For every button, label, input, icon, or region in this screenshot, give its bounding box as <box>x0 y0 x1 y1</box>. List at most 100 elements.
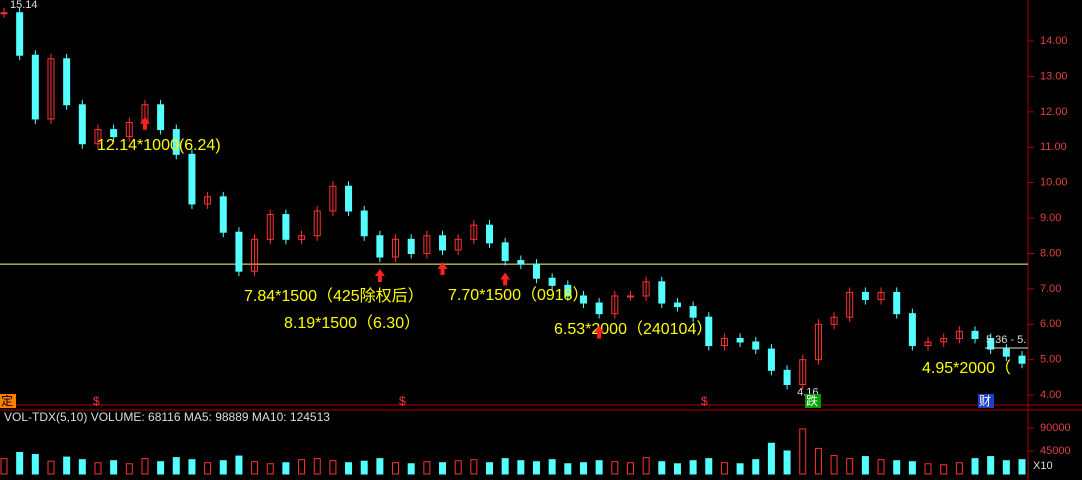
volume-bar <box>564 463 572 475</box>
volume-bar <box>31 454 39 475</box>
volume-bar <box>940 464 948 475</box>
volume-bar <box>329 460 337 475</box>
volume-bar <box>626 462 634 475</box>
candle <box>1002 348 1010 357</box>
marker: 定 <box>1 393 13 408</box>
volume-bar <box>63 456 71 475</box>
candle <box>360 210 368 237</box>
candle <box>689 306 697 318</box>
volume-bar <box>924 463 932 475</box>
candle <box>908 313 916 347</box>
volume-bar <box>439 462 447 475</box>
candle <box>767 348 775 371</box>
candle <box>31 54 39 120</box>
volume-bar <box>78 459 86 475</box>
arrow <box>500 272 511 286</box>
volume-bar <box>172 457 180 475</box>
volume-bar <box>47 460 55 475</box>
candle <box>486 224 494 244</box>
volume-bar <box>548 459 556 475</box>
candle <box>861 291 869 301</box>
candle <box>1018 355 1026 364</box>
volume-bar <box>423 461 431 475</box>
volume-bar <box>360 460 368 475</box>
volume-bar <box>673 463 681 475</box>
volume-bar <box>517 460 525 475</box>
y-tick-label: 14.00 <box>1040 35 1068 47</box>
candle <box>658 281 666 304</box>
volume-bar <box>501 458 509 475</box>
candle <box>470 224 478 240</box>
marker-box <box>0 394 16 408</box>
candle <box>846 291 854 318</box>
candle <box>454 238 462 251</box>
volume-bar <box>298 459 306 475</box>
arrow <box>139 116 150 130</box>
candle <box>47 58 55 120</box>
candle <box>673 302 681 308</box>
candle <box>548 277 556 286</box>
volume-bar <box>1002 460 1010 475</box>
volume-bar <box>767 442 775 475</box>
candle <box>157 104 165 131</box>
volume-bar <box>204 462 212 475</box>
volume-bar <box>861 456 869 475</box>
candle <box>110 129 118 138</box>
marker-box <box>805 394 821 408</box>
candle <box>579 295 587 304</box>
marker: 跌 <box>806 393 818 408</box>
candle <box>219 196 227 233</box>
annotation: 12.14*1000(6.24) <box>97 137 221 154</box>
volume-bar <box>893 460 901 475</box>
y-tick-label: 6.00 <box>1040 318 1061 330</box>
volume-bar <box>282 462 290 475</box>
volume-bar <box>814 447 822 475</box>
y-tick-label: 9.00 <box>1040 212 1061 224</box>
volume-header: VOL-TDX(5,10) VOLUME: 68116 MA5: 98889 M… <box>4 410 330 424</box>
volume-bar <box>141 458 149 475</box>
candle <box>63 58 71 106</box>
candle <box>78 104 86 145</box>
candle <box>987 337 995 350</box>
candle <box>893 291 901 315</box>
volume-bar <box>642 457 650 475</box>
candle <box>313 210 321 237</box>
volume-bar <box>955 462 963 475</box>
candle <box>423 235 431 254</box>
volume-bar <box>110 460 118 475</box>
volume-bar <box>157 461 165 475</box>
candle <box>705 316 713 347</box>
volume-bar <box>1018 459 1026 475</box>
candle <box>0 12 8 15</box>
candle <box>564 284 572 297</box>
y-tick-label: 10.00 <box>1040 177 1068 189</box>
candle <box>955 330 963 339</box>
volume-bar <box>720 462 728 475</box>
volume-bar <box>470 459 478 475</box>
y-tick-label: 4.00 <box>1040 389 1061 401</box>
volume-bar <box>689 460 697 475</box>
volume-bar <box>125 463 133 475</box>
volume-bar <box>376 458 384 475</box>
marker-box <box>978 394 994 408</box>
volume-bar <box>877 459 885 475</box>
candle <box>924 341 932 347</box>
candle <box>642 281 650 297</box>
candle <box>783 369 791 385</box>
candle <box>971 330 979 339</box>
annotation: 7.84*1500（425除权后） <box>244 287 424 305</box>
candle <box>266 214 274 240</box>
volume-bar <box>611 461 619 475</box>
candle <box>235 231 243 272</box>
volume-bar <box>0 458 8 475</box>
y-tick-label: 11.00 <box>1040 141 1067 153</box>
candle <box>376 235 384 258</box>
volume-bar <box>783 450 791 475</box>
candle <box>298 235 306 240</box>
volume-bar <box>219 460 227 475</box>
y-tick-label: 90000 <box>1040 422 1071 434</box>
volume-bar <box>392 462 400 475</box>
volume-bar <box>987 456 995 475</box>
marker: 财 <box>979 394 991 408</box>
